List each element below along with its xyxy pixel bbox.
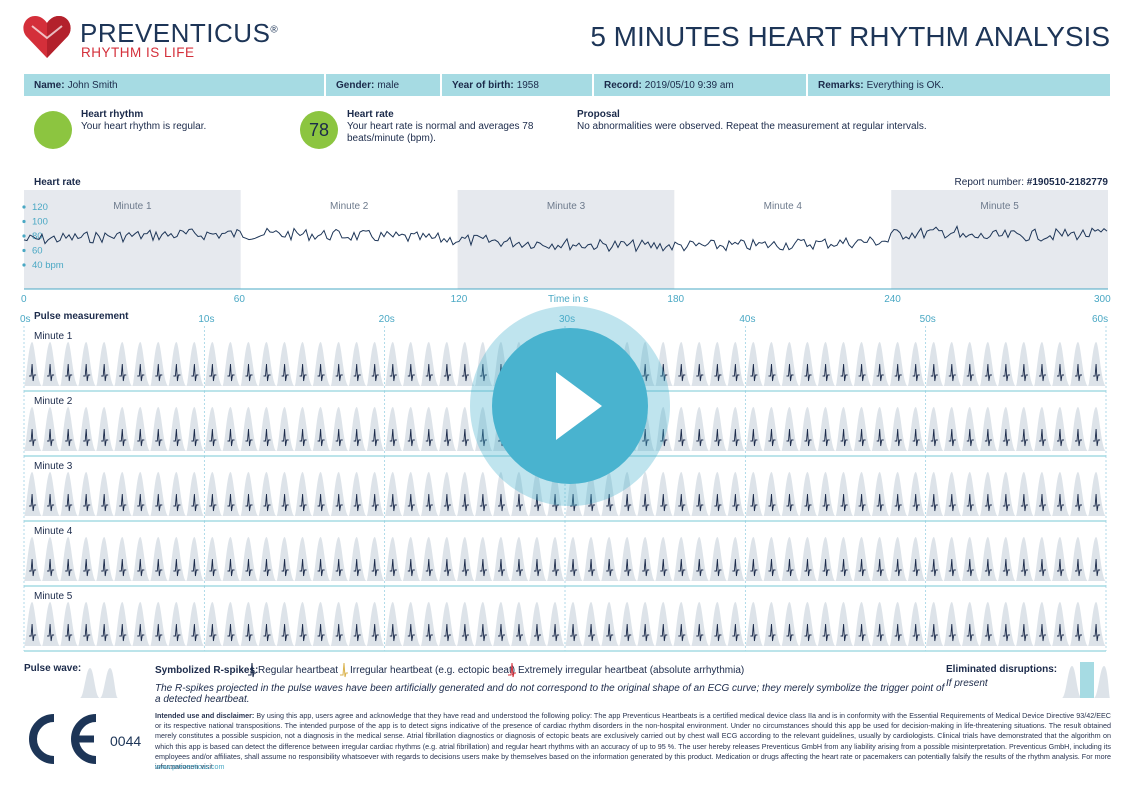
eliminated-disruption-sample (1062, 662, 1110, 698)
rhythm-status-indicator (34, 111, 72, 149)
regular-spike-icon (248, 662, 256, 678)
brand-name: PREVENTICUS® (80, 18, 279, 48)
x-tick-label: 0 (21, 294, 27, 305)
x-tick-label: 120 (450, 294, 468, 305)
r-spikes (29, 558, 1101, 577)
minute-band-label: Minute 4 (764, 201, 803, 212)
minute-band (240, 190, 458, 289)
pulse-time-tick: 30s (559, 314, 576, 325)
heart-rate-chart: Minute 1 Minute 2 Minute 3 Minute 4 Minute 5… (22, 190, 1108, 290)
pulse-row-label: Minute 2 (34, 396, 73, 407)
heart-rate-line (23, 225, 1108, 253)
record-date: Record: 2019/05/10 9:39 am (594, 74, 808, 96)
pulse-time-tick: 0s (20, 314, 31, 325)
patient-name: Name: John Smith (24, 74, 326, 96)
pulse-time-tick: 20s (378, 314, 395, 325)
minute-band (674, 190, 892, 289)
pulse-row-label: Minute 3 (34, 461, 73, 472)
y-tick-label: 80 (32, 231, 43, 242)
irregular-spike-icon (340, 662, 348, 678)
y-tick-label: 120 (32, 202, 48, 213)
y-tick-label: 60 (32, 246, 43, 257)
heart-rate-chart-title: Heart rate (34, 177, 81, 188)
minute-band-label: Minute 5 (980, 201, 1019, 212)
r-spikes (29, 493, 1101, 512)
y-tick-label: 40 bpm (32, 260, 64, 271)
y-tick-dot (22, 205, 26, 209)
minute-band-label: Minute 3 (547, 201, 586, 212)
pulse-time-tick: 50s (919, 314, 936, 325)
regular-heartbeat-label: Regular heartbeat (258, 665, 339, 676)
y-tick-dot (22, 234, 26, 238)
pulse-time-tick: 60s (1092, 314, 1109, 325)
heart-rhythm-title: Heart rhythm (81, 109, 144, 120)
x-tick-label: 240 (884, 294, 901, 305)
pulse-row-label: Minute 4 (34, 526, 73, 537)
extreme-heartbeat-label: Extremely irregular heartbeat (absolute … (518, 665, 745, 676)
heart-rate-title: Heart rate (347, 109, 394, 120)
r-spikes-label: Symbolized R-spikes: (155, 665, 259, 676)
x-tick-label: 60 (233, 294, 245, 305)
heart-rate-badge: 78 (300, 111, 338, 149)
page-title: 5 MINUTES HEART RHYTHM ANALYSIS (590, 21, 1110, 52)
minute-band (891, 190, 1108, 289)
ce-notified-body-code: 0044 (110, 733, 142, 749)
patient-year-of-birth: Year of birth: 1958 (442, 74, 594, 96)
ce-mark-icon (29, 714, 97, 764)
y-tick-dot (22, 248, 26, 253)
brand-heart-logo (23, 16, 71, 58)
pulse-row-label: Minute 1 (34, 331, 73, 342)
if-present-label: If present (946, 678, 988, 689)
y-tick-dot (22, 263, 26, 267)
proposal-text: No abnormalities were observed. Repeat t… (577, 121, 927, 132)
x-tick-label: 180 (667, 294, 685, 305)
patient-info-bar: Name: John Smith Gender: male Year of birt… (24, 74, 1110, 96)
x-axis-label: Time in s (548, 294, 589, 305)
play-video-button[interactable] (470, 306, 670, 506)
disclaimer: Intended use and disclaimer: By using th… (155, 711, 1111, 772)
pulse-time-tick: 40s (739, 314, 756, 325)
patient-gender: Gender: male (326, 74, 442, 96)
website-link[interactable]: www.preventicus.com (155, 762, 225, 771)
heart-rhythm-text: Your heart rhythm is regular. (81, 121, 207, 132)
proposal-title: Proposal (577, 109, 620, 120)
r-spikes (29, 623, 1101, 642)
x-tick-label: 300 (1094, 294, 1111, 305)
brand-tagline: RHYTHM IS LIFE (81, 45, 195, 60)
minute-band-label: Minute 1 (113, 201, 152, 212)
r-spike-note: The R-spikes projected in the pulse wave… (155, 683, 945, 705)
y-tick-dot (22, 219, 26, 224)
remarks: Remarks: Everything is OK. (818, 79, 944, 91)
pulse-wave-sample (80, 668, 118, 698)
pulse-wave-label: Pulse wave: (24, 663, 82, 674)
report-number: Report number: #190510-2182779 (954, 177, 1108, 188)
pulse-time-tick: 10s (198, 314, 215, 325)
extreme-spike-icon (508, 662, 516, 678)
pulse-measurement-title: Pulse measurement (34, 311, 129, 322)
y-tick-label: 100 (32, 217, 48, 228)
pulse-row-label: Minute 5 (34, 591, 73, 602)
irregular-heartbeat-label: Irregular heartbeat (e.g. ectopic beat) (350, 665, 516, 676)
minute-bands: Minute 1 Minute 2 Minute 3 Minute 4 Minute 5 (24, 190, 1108, 289)
play-icon (556, 372, 602, 440)
minute-band-label: Minute 2 (330, 201, 369, 212)
pulse-row (23, 586, 1107, 652)
heart-rate-text: Your heart rate is normal and averages 7… (347, 121, 534, 144)
y-axis-ticks: 120 100 80 60 40 bpm (22, 202, 64, 271)
eliminated-disruptions-label: Eliminated disruptions: (946, 664, 1058, 675)
pulse-row (23, 521, 1107, 587)
